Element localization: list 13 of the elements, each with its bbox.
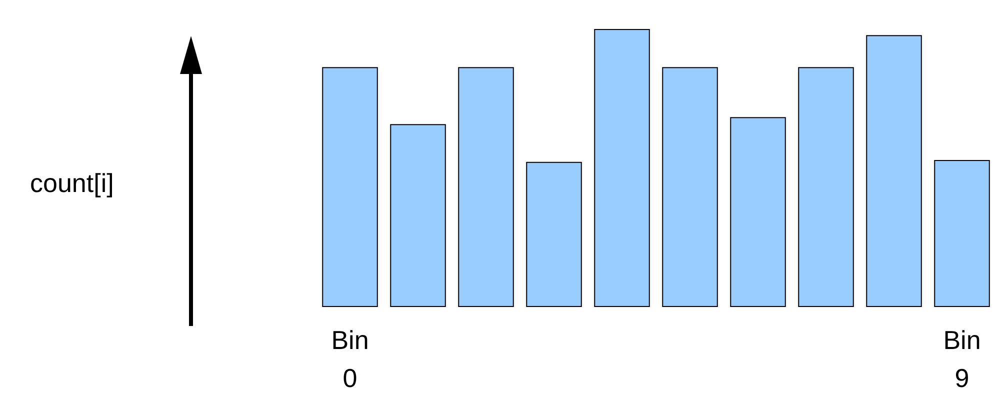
bar [526,162,582,307]
x-tick-label: Bin 0 [331,325,369,393]
x-tick-label: Bin 9 [943,325,981,393]
bar [390,124,446,307]
bar [934,160,990,307]
bar [662,67,718,307]
bar [594,29,650,307]
bar [322,67,378,307]
text: count[i] [30,168,114,198]
bar [730,117,786,307]
bar [866,35,922,307]
bar [458,67,514,307]
bar [798,67,854,307]
